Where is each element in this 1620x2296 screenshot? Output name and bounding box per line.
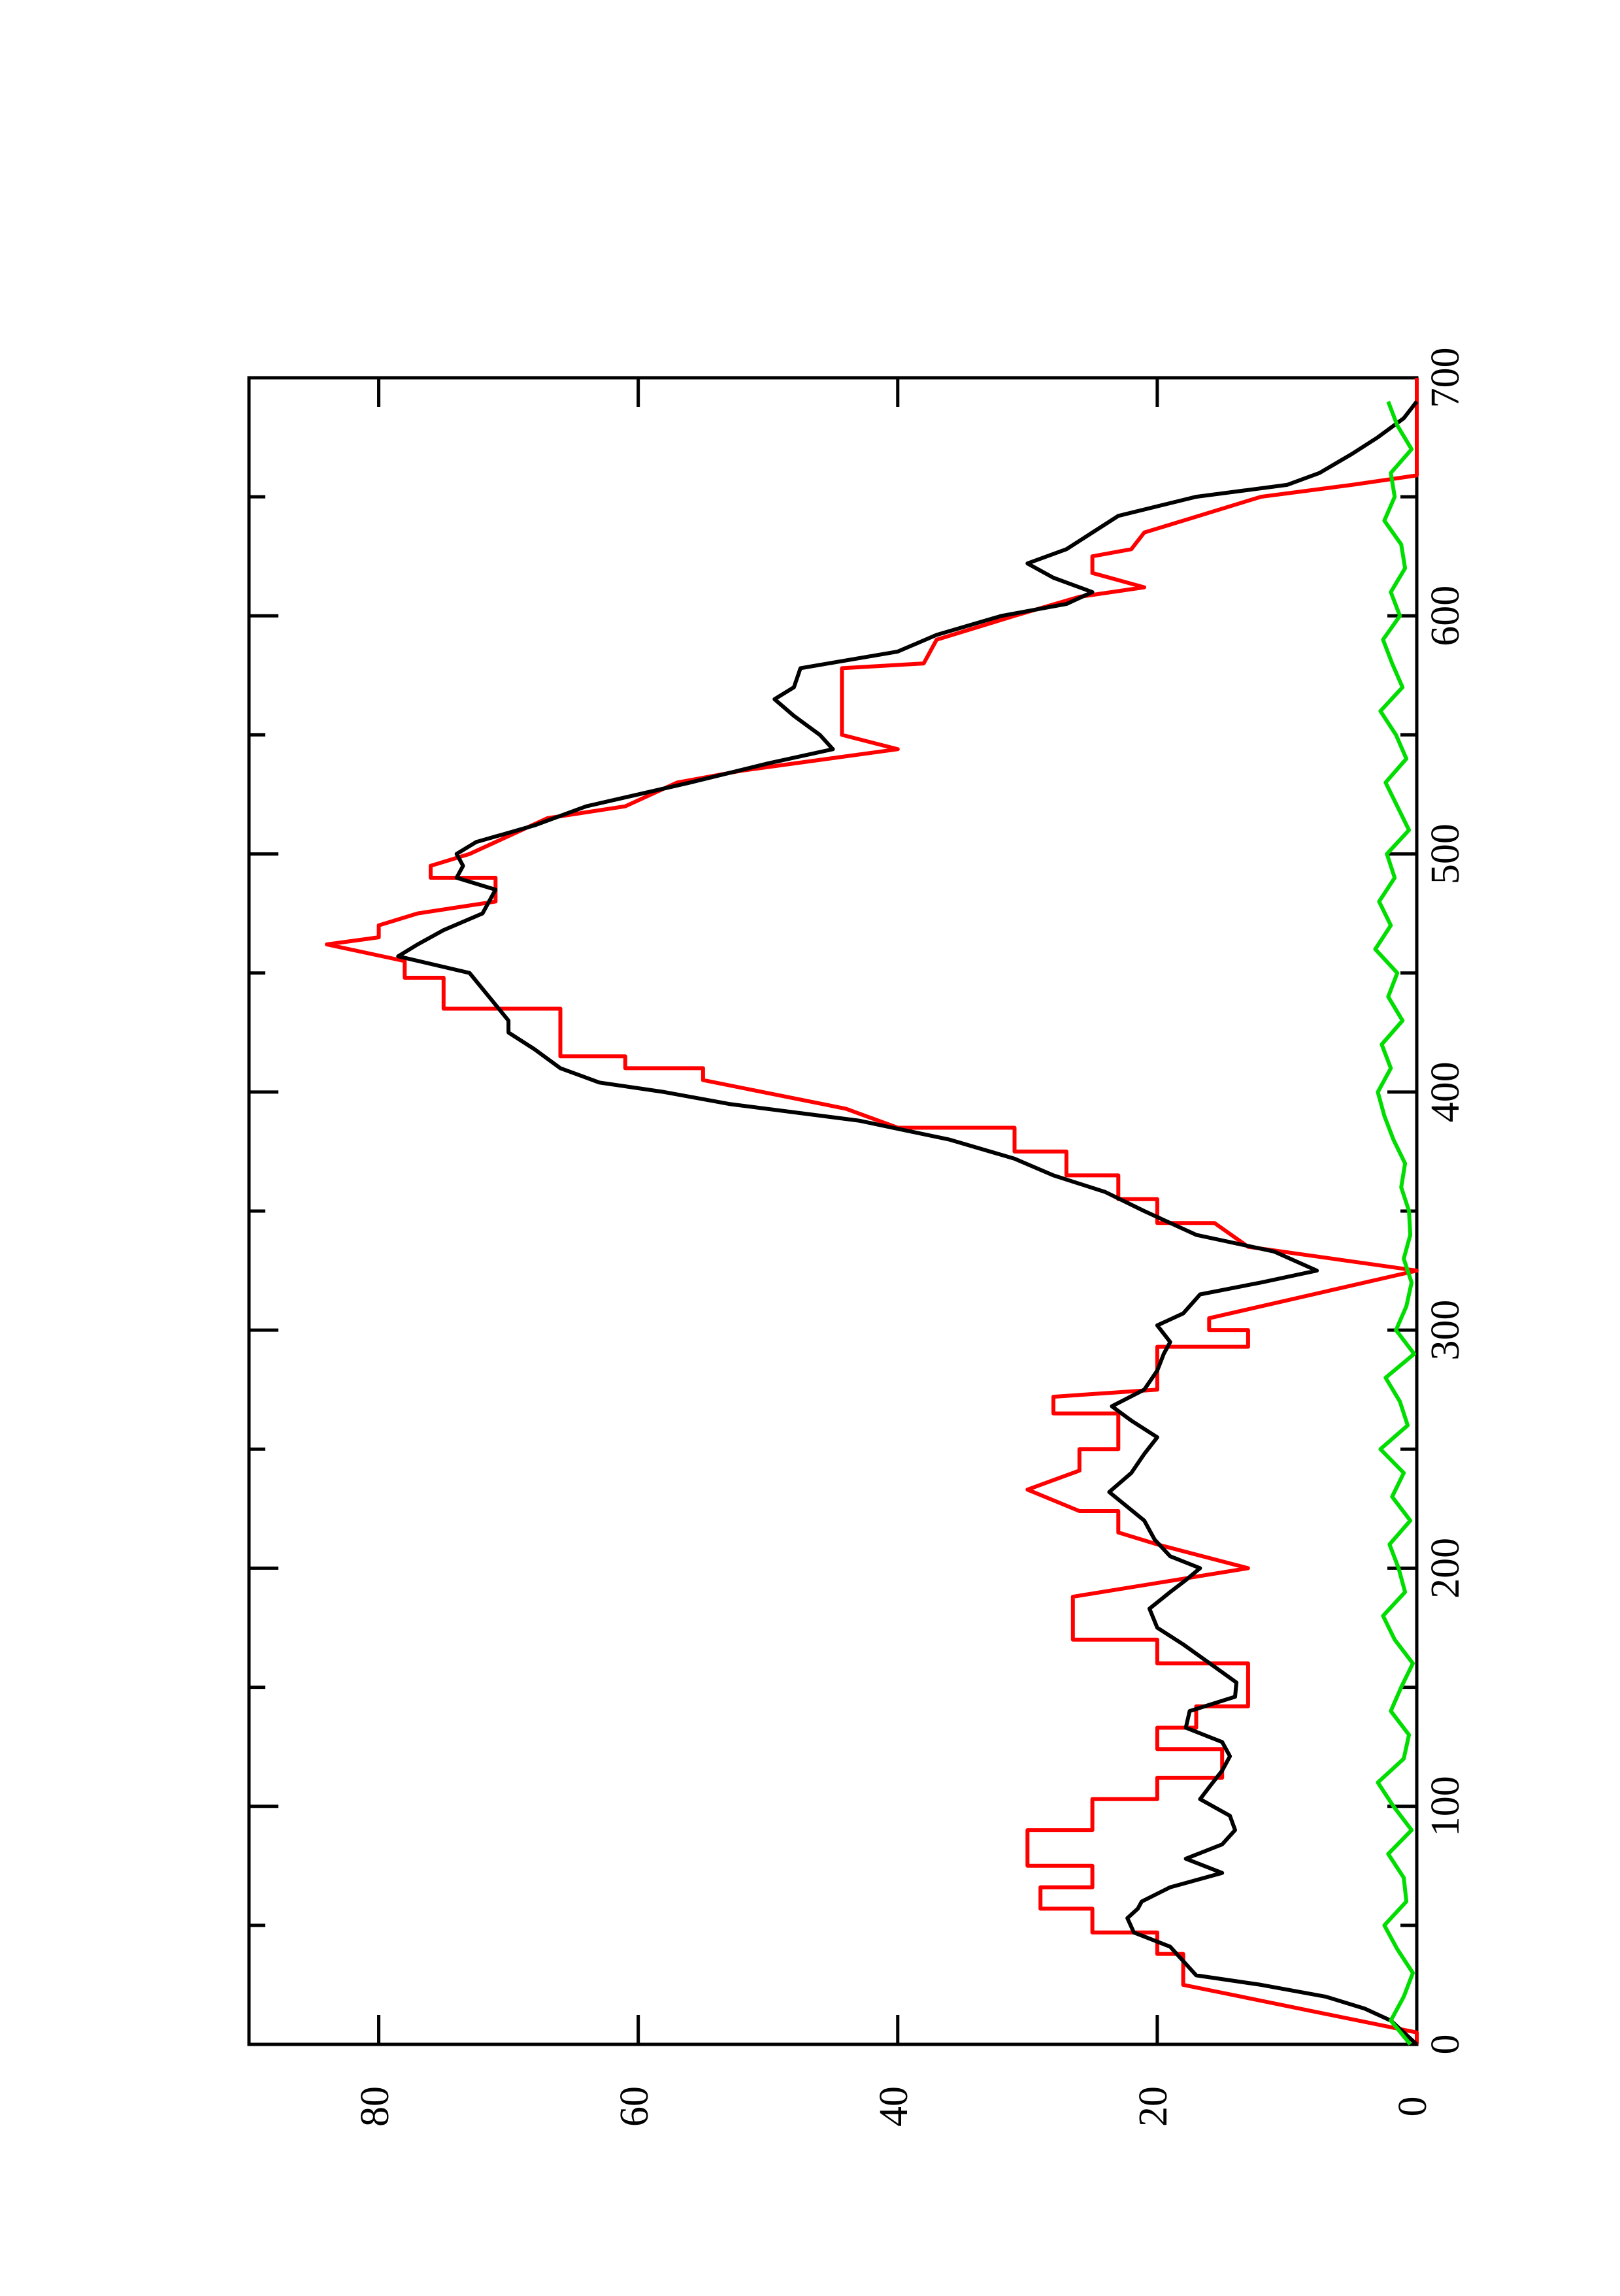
series-line	[1373, 401, 1416, 2046]
x-tick-label: 500	[1423, 824, 1468, 884]
x-tick-label: 300	[1423, 1300, 1468, 1361]
y-tick-label: 40	[872, 2086, 916, 2127]
y-tick-label: 80	[353, 2086, 397, 2127]
x-tick-label: 700	[1423, 348, 1468, 408]
plot-frame	[247, 376, 1419, 2046]
series-line	[325, 378, 1419, 2044]
x-tick-label: 0	[1423, 2035, 1468, 2055]
x-tick-label: 100	[1423, 1776, 1468, 1837]
x-tick-label: 400	[1423, 1061, 1468, 1122]
series-line	[396, 400, 1419, 2046]
y-tick-label: 20	[1131, 2086, 1176, 2127]
x-tick-label: 600	[1423, 586, 1468, 646]
y-tick-label: 60	[612, 2086, 657, 2127]
x-tick-label: 200	[1423, 1538, 1468, 1599]
y-tick-label: 0	[1391, 2097, 1435, 2117]
